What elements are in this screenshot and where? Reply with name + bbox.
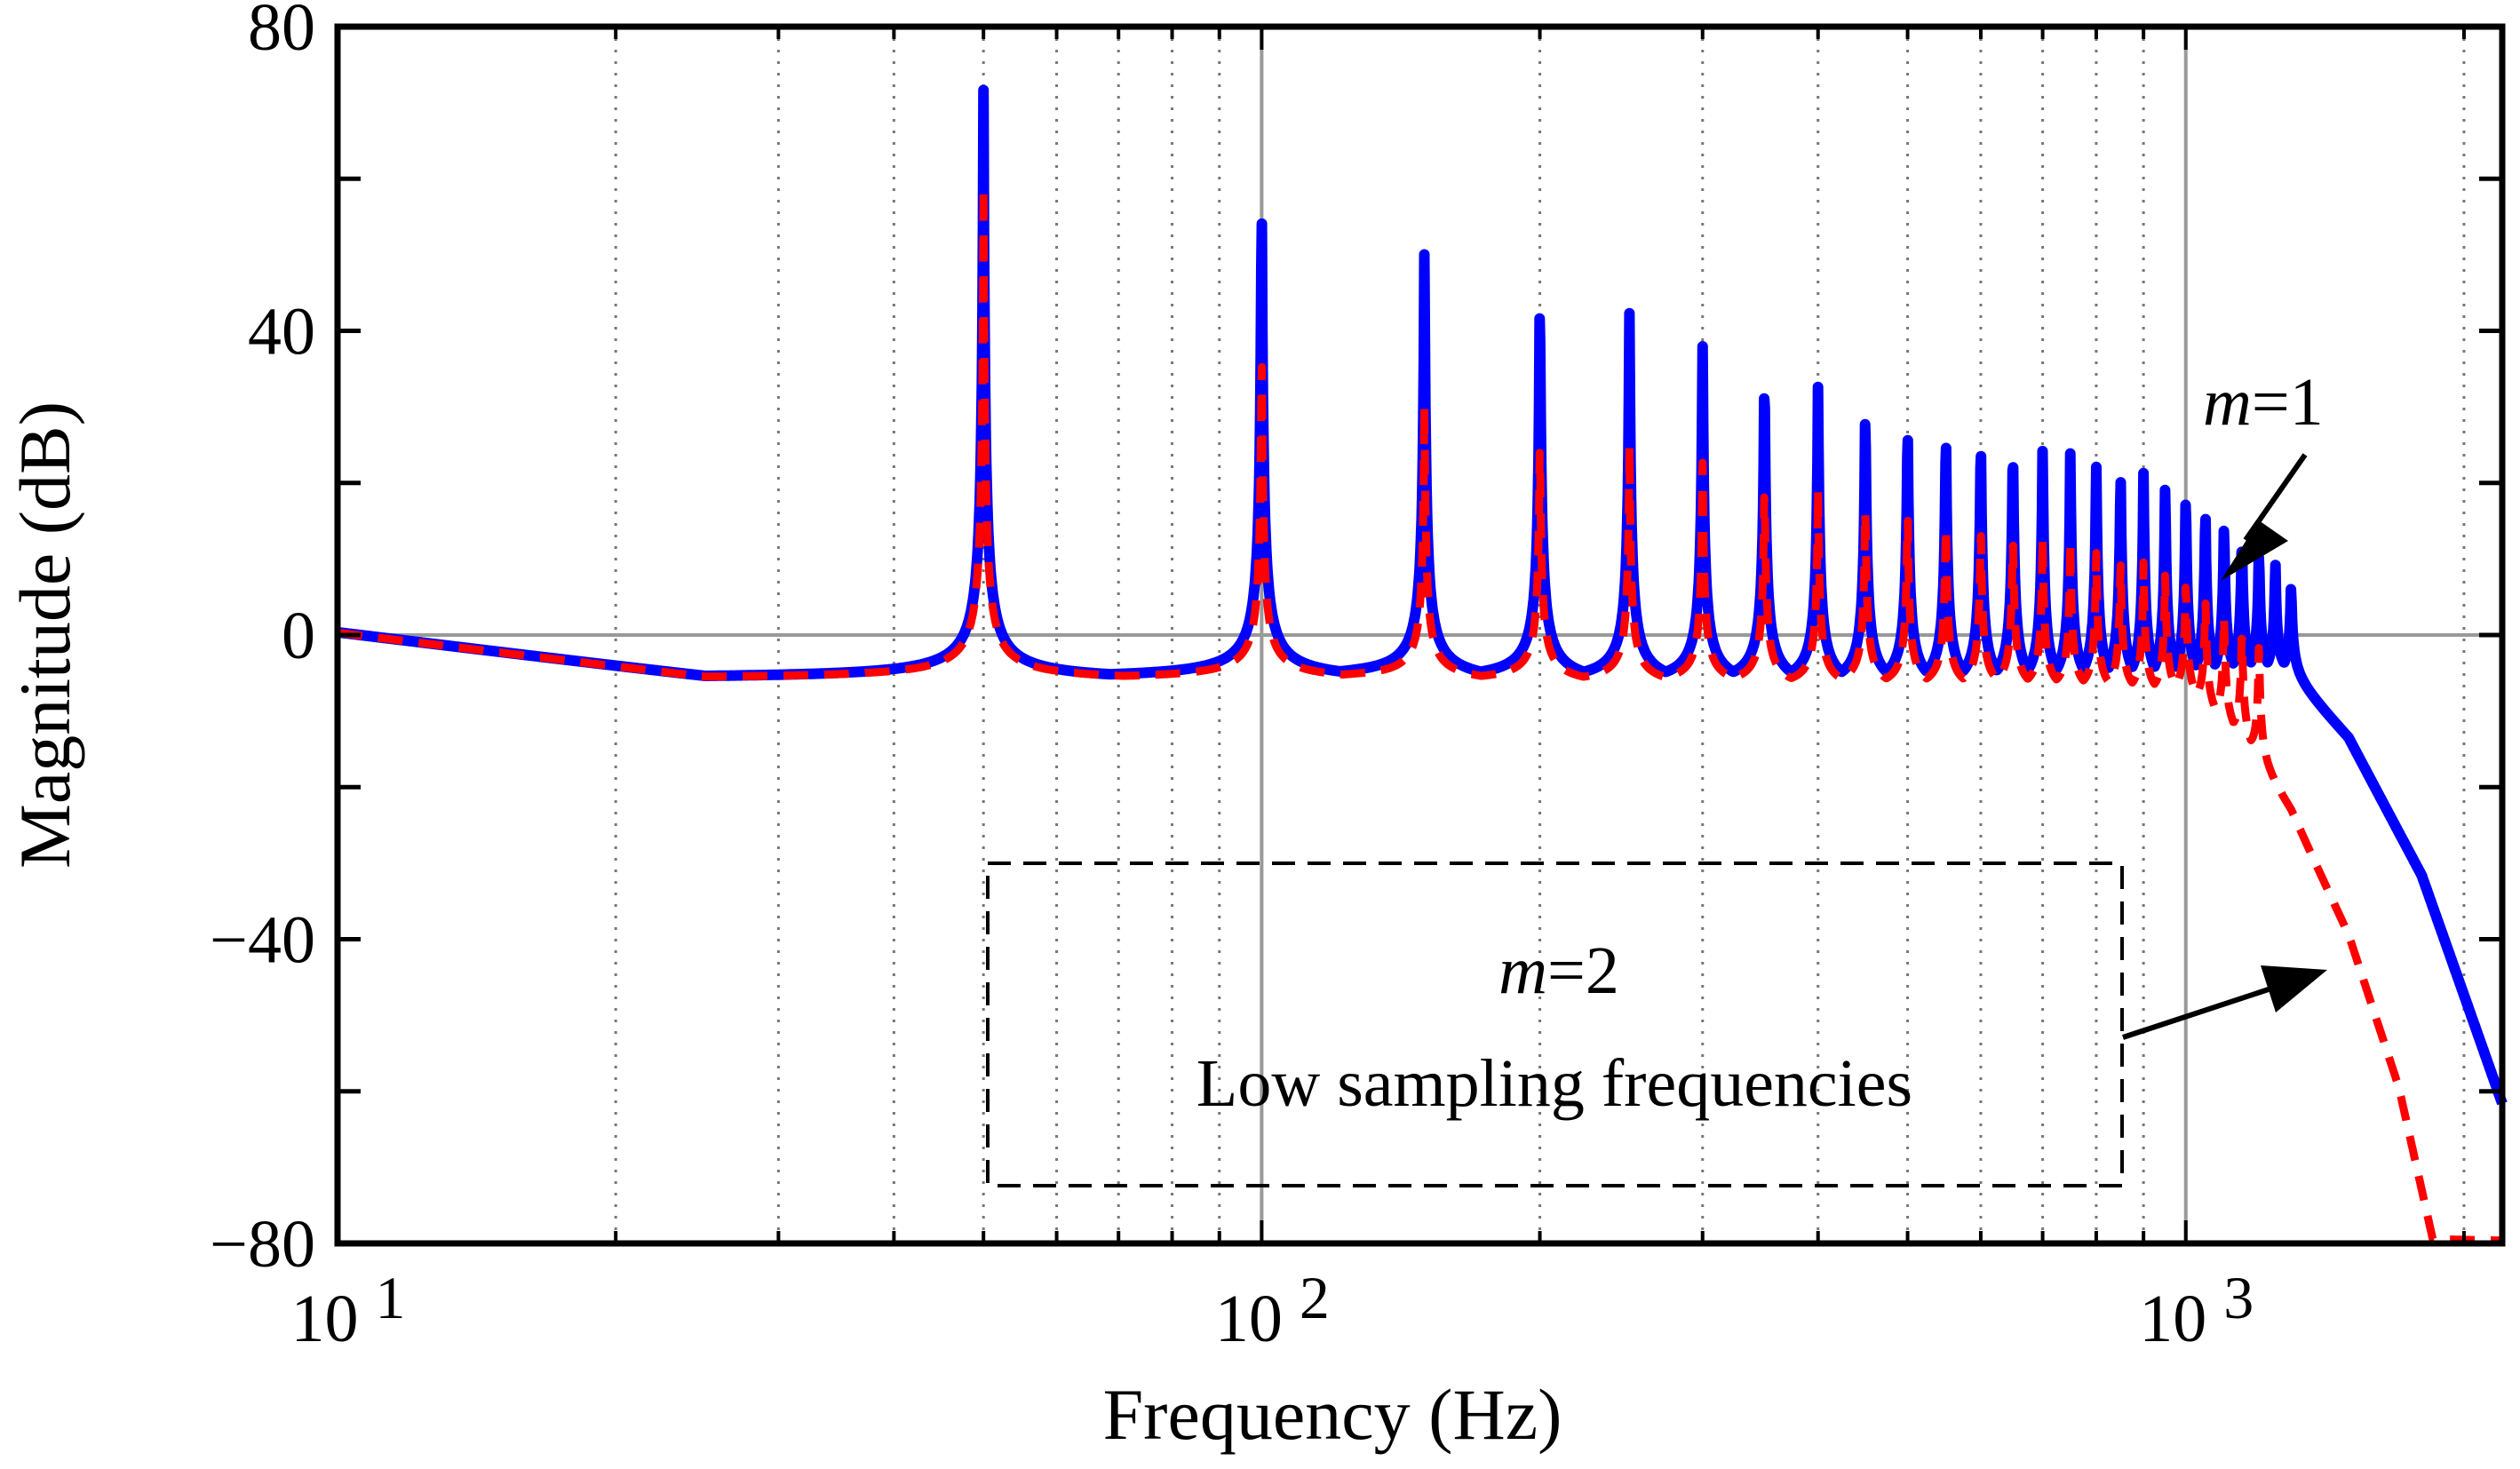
annotation-m1-rest: =1 <box>2252 365 2324 440</box>
y-tick-label: 80 <box>248 0 315 65</box>
y-axis-label: Magnitude (dB) <box>4 401 85 869</box>
series-lines <box>332 84 2508 1245</box>
y-tick-label: −80 <box>210 1207 315 1282</box>
annotation-m2-label: m=2 <box>1498 933 1619 1008</box>
y-tick-label: −40 <box>210 903 315 978</box>
x-axis-label: Frequency (Hz) <box>1103 1374 1562 1455</box>
annotation-m2-rest: =2 <box>1547 933 1619 1008</box>
annotation-m1-label: m=1 <box>2203 365 2324 440</box>
x-tick-label: 10 3 <box>2139 1264 2254 1356</box>
y-tick-label: 40 <box>248 295 315 369</box>
annotation-low-sampling-label: Low sampling frequencies <box>1196 1046 1912 1121</box>
annotation-dashed-box <box>986 862 2124 1187</box>
annotation-m1-italic: m <box>2203 365 2252 440</box>
annotation-m1-arrow <box>2221 453 2308 581</box>
x-tick-label: 10 1 <box>291 1264 406 1356</box>
annotation-m2-arrow <box>2122 965 2327 1040</box>
y-tick-label: 0 <box>282 599 315 673</box>
annotation-m2-italic: m <box>1498 933 1547 1008</box>
x-tick-label: 10 2 <box>1215 1264 1330 1356</box>
series-line-m2 <box>334 183 2506 1245</box>
